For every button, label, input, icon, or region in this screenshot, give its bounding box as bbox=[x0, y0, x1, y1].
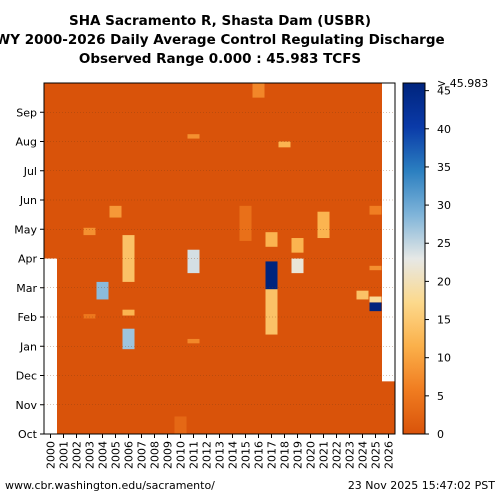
heatmap-cell bbox=[317, 211, 330, 239]
heatmap-cell bbox=[122, 309, 135, 316]
x-tick-label: 2007 bbox=[136, 441, 149, 469]
x-tick-label: 2001 bbox=[58, 441, 71, 469]
heatmap-cell bbox=[265, 261, 278, 290]
heatmap-cell bbox=[369, 265, 382, 271]
x-tick-label: 2012 bbox=[201, 441, 214, 469]
x-tick-label: 2006 bbox=[123, 441, 136, 469]
y-tick-label: Nov bbox=[16, 399, 38, 412]
heatmap-cell bbox=[83, 227, 96, 236]
chart-title-line-1: SHA Sacramento R, Shasta Dam (USBR) bbox=[69, 13, 371, 29]
heatmap-cell bbox=[109, 205, 122, 218]
heatmap-cell bbox=[265, 232, 278, 247]
y-tick-label: Dec bbox=[16, 370, 37, 383]
heatmap-cell bbox=[291, 238, 304, 253]
colorbar-tick-label: 15 bbox=[437, 314, 451, 327]
x-tick-label: 2021 bbox=[318, 441, 331, 469]
x-tick-label: 2018 bbox=[279, 441, 292, 469]
colorbar-max-label: > 45.983 bbox=[437, 77, 488, 90]
colorbar-tick-label: 40 bbox=[437, 123, 451, 136]
heatmap-cell bbox=[369, 302, 382, 312]
heatmap-cell bbox=[122, 328, 135, 350]
x-tick-label: 2025 bbox=[370, 441, 383, 469]
chart-title-line-2: WY 2000-2026 Daily Average Control Regul… bbox=[0, 32, 445, 48]
footer-timestamp: 23 Nov 2025 15:47:02 PST bbox=[348, 479, 495, 492]
y-tick-label: Jul bbox=[23, 165, 37, 178]
x-tick-label: 2013 bbox=[214, 441, 227, 469]
heatmap-background bbox=[44, 83, 395, 434]
x-tick-label: 2023 bbox=[344, 441, 357, 469]
x-tick-label: 2008 bbox=[149, 441, 162, 469]
heatmap-cell bbox=[369, 296, 382, 303]
colorbar-tick-label: 30 bbox=[437, 199, 451, 212]
x-tick-label: 2003 bbox=[84, 441, 97, 469]
x-tick-label: 2009 bbox=[162, 441, 175, 469]
x-tick-label: 2000 bbox=[45, 441, 58, 469]
heatmap-cell bbox=[291, 258, 304, 274]
x-tick-label: 2015 bbox=[240, 441, 253, 469]
footer-source: www.cbr.washington.edu/sacramento/ bbox=[5, 479, 215, 492]
x-tick-label: 2019 bbox=[292, 441, 305, 469]
x-tick-label: 2026 bbox=[383, 441, 396, 469]
x-tick-label: 2016 bbox=[253, 441, 266, 469]
heatmap-cell bbox=[187, 249, 200, 274]
heatmap-cell bbox=[252, 83, 265, 98]
y-axis-months: Oct Nov Dec Jan Feb Mar Apr May Jun Jul Aug Sep bbox=[14, 106, 44, 441]
heatmap-cell bbox=[239, 205, 252, 241]
x-tick-label: 2014 bbox=[227, 441, 240, 469]
heatmap-cell bbox=[174, 416, 187, 434]
y-tick-label: Oct bbox=[18, 428, 38, 441]
colorbar-tick-label: 0 bbox=[437, 428, 444, 441]
y-tick-label: May bbox=[14, 223, 37, 236]
x-tick-label: 2011 bbox=[188, 441, 201, 469]
heatmap-plot bbox=[43, 82, 396, 435]
x-axis-years: 2000 2001 2002 2003 2004 2005 2006 2007 2008 2009… bbox=[45, 434, 396, 469]
heatmap-cell bbox=[356, 290, 369, 300]
x-tick-label: 2022 bbox=[331, 441, 344, 469]
heatmap-cell bbox=[83, 314, 96, 319]
y-tick-label: Mar bbox=[16, 282, 37, 295]
heatmap-cell bbox=[187, 134, 200, 139]
x-tick-label: 2024 bbox=[357, 441, 370, 469]
heatmap-cell bbox=[187, 338, 200, 344]
y-tick-label: Apr bbox=[18, 253, 38, 266]
x-tick-label: 2017 bbox=[266, 441, 279, 469]
y-tick-label: Jun bbox=[19, 194, 37, 207]
colorbar-tick-label: 25 bbox=[437, 237, 451, 250]
colorbar-gradient bbox=[402, 82, 426, 435]
missing-data-cell bbox=[382, 83, 395, 382]
heatmap-cell bbox=[369, 205, 382, 215]
y-tick-label: Feb bbox=[18, 311, 37, 324]
colorbar-tick-label: 35 bbox=[437, 161, 451, 174]
colorbar: 0 5 10 15 20 25 30 35 40 45> 45.983 bbox=[402, 77, 488, 441]
y-tick-label: Jan bbox=[19, 340, 37, 353]
y-tick-label: Aug bbox=[16, 136, 37, 149]
heatmap-cell bbox=[265, 287, 278, 335]
x-tick-label: 2005 bbox=[110, 441, 123, 469]
colorbar-tick-label: 5 bbox=[437, 390, 444, 403]
chart-subtitle: Observed Range 0.000 : 45.983 TCFS bbox=[79, 51, 361, 67]
heatmap-cell bbox=[278, 141, 291, 148]
y-tick-label: Sep bbox=[16, 106, 37, 119]
x-tick-label: 2004 bbox=[97, 441, 110, 469]
colorbar-tick-label: 10 bbox=[437, 352, 451, 365]
x-tick-label: 2002 bbox=[71, 441, 84, 469]
x-tick-label: 2010 bbox=[175, 441, 188, 469]
colorbar-tick-label: 20 bbox=[437, 275, 451, 288]
heatmap-cell bbox=[96, 281, 109, 300]
x-tick-label: 2020 bbox=[305, 441, 318, 469]
colorbar-tick-label: 45 bbox=[437, 85, 451, 98]
